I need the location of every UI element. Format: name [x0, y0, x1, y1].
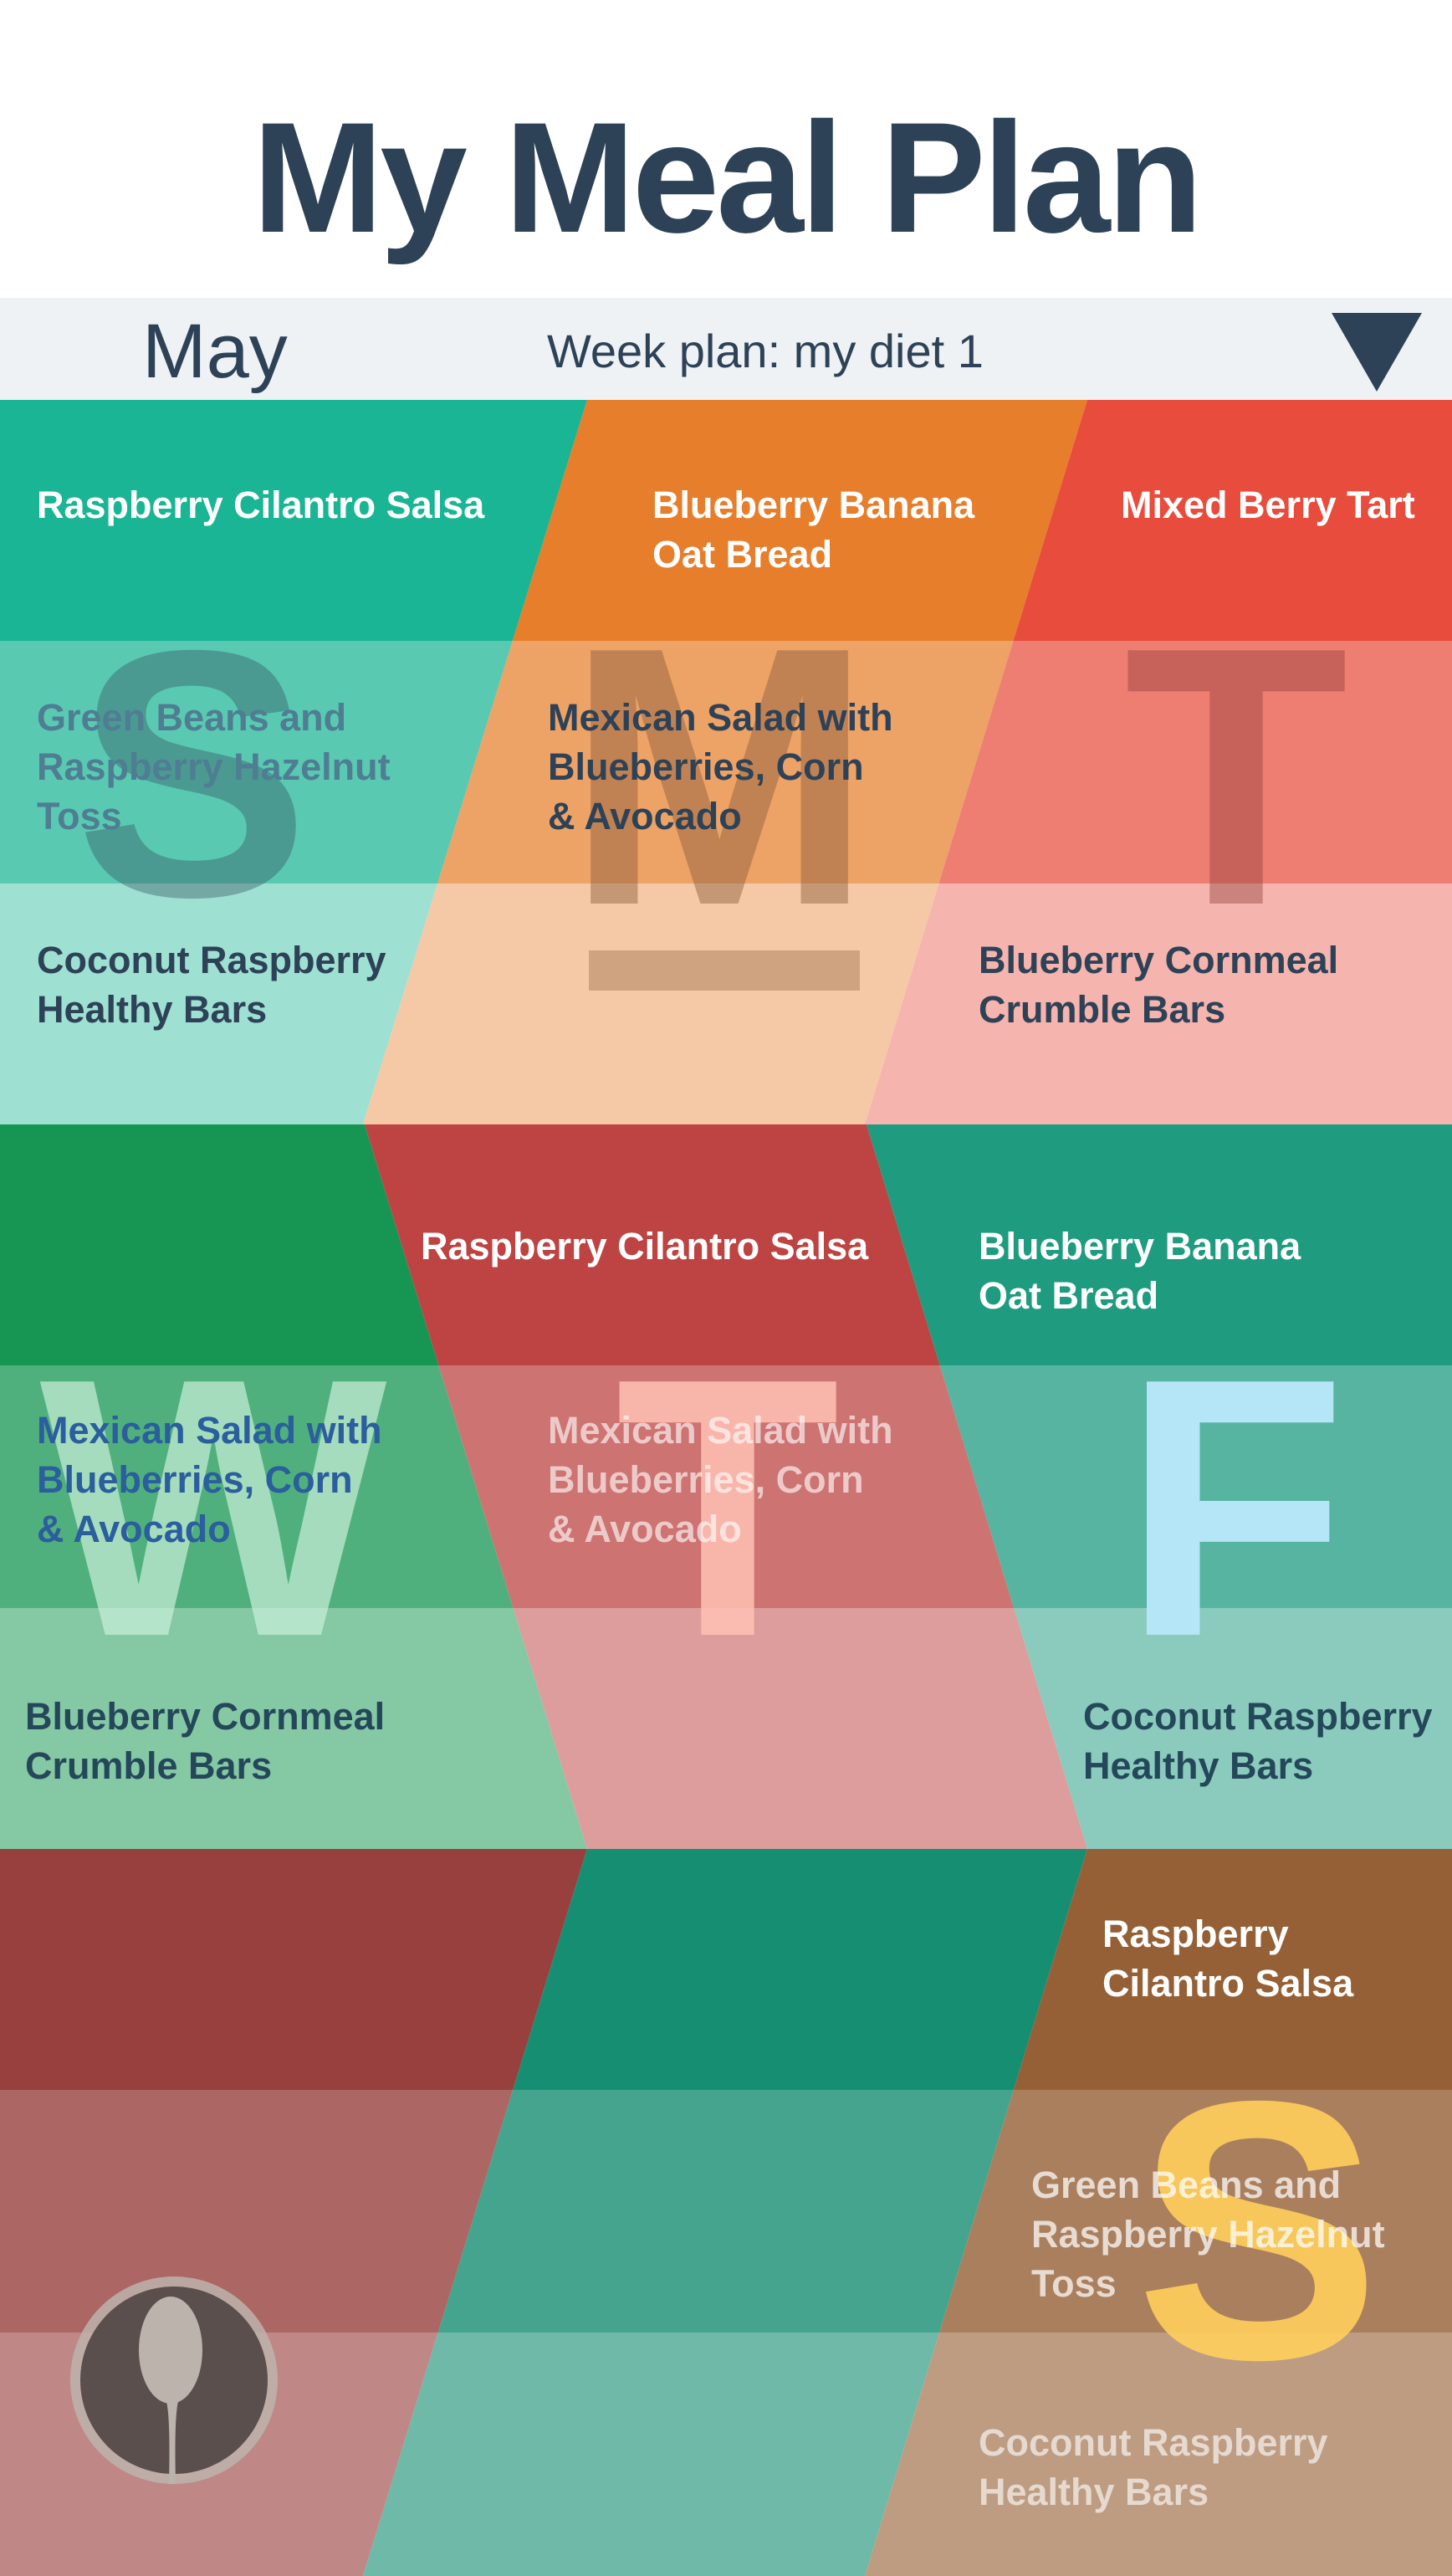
week-plan-label[interactable]: Week plan: my diet 1 [547, 325, 984, 377]
row-overlay [0, 883, 1452, 1124]
tue-meal-1[interactable]: Mixed Berry Tart [1121, 484, 1415, 526]
sun-meal-1[interactable]: Raspberry Cilantro Salsa [37, 484, 485, 526]
sat-right-block [865, 1849, 1452, 2576]
row-overlay [0, 641, 1452, 883]
sat-mid-block [363, 1849, 1087, 2576]
sun-meal-2[interactable]: Green Beans and Raspberry Hazelnut Toss [37, 696, 391, 837]
tue-meal-2[interactable]: Blueberry Cornmeal Crumble Bars [979, 939, 1339, 1031]
spoon-icon [70, 2276, 278, 2484]
day-letter: W [39, 1303, 390, 1713]
thu-block [365, 1124, 1087, 1849]
wed-meal-1[interactable]: Mexican Salad with Blueberries, Corn & A… [37, 1409, 382, 1550]
day-letter: T [616, 1303, 841, 1713]
sat-meal-1[interactable]: Raspberry Cilantro Salsa [1102, 1913, 1354, 2005]
header: My Meal Plan [0, 0, 1452, 298]
app-title: My Meal Plan [252, 90, 1204, 265]
plan-bar [0, 298, 1452, 400]
row-overlay [0, 1608, 1452, 1849]
row-overlay [0, 2090, 1452, 2333]
day-letter: M [566, 571, 873, 982]
thu-meal-2[interactable]: Mexican Salad with Blueberries, Corn & A… [548, 1409, 893, 1550]
day-letter: T [1124, 571, 1349, 982]
month-label[interactable]: May [142, 309, 288, 394]
row-overlay [0, 1365, 1452, 1608]
meal-grid: S M T W T F S [0, 400, 1452, 2576]
triangle-down-icon [1332, 313, 1422, 392]
spoon-menu-button[interactable] [67, 2273, 281, 2487]
wed-meal-2[interactable]: Blueberry Cornmeal Crumble Bars [25, 1695, 386, 1787]
today-underline [589, 950, 860, 991]
fri-meal-1[interactable]: Blueberry Banana Oat Bread [979, 1225, 1301, 1317]
thu-meal-1[interactable]: Raspberry Cilantro Salsa [421, 1225, 869, 1268]
day-letter: S [1135, 2025, 1380, 2436]
mon-meal-2[interactable]: Mexican Salad with Blueberries, Corn & A… [548, 696, 893, 837]
fri-meal-2[interactable]: Coconut Raspberry Healthy Bars [1083, 1695, 1433, 1787]
day-blocks: S M T W T F S [0, 400, 1452, 2576]
mon-meal-1[interactable]: Blueberry Banana Oat Bread [652, 484, 975, 576]
plan-dropdown-button[interactable] [1332, 313, 1422, 393]
day-letter: S [75, 578, 309, 970]
sat-meal-3[interactable]: Coconut Raspberry Healthy Bars [979, 2421, 1328, 2513]
sat-meal-2[interactable]: Green Beans and Raspberry Hazelnut Toss [1031, 2164, 1385, 2305]
day-letter: F [1122, 1303, 1347, 1713]
fri-block [867, 1124, 1452, 1849]
wed-block [0, 1124, 587, 1849]
sun-meal-3[interactable]: Coconut Raspberry Healthy Bars [37, 939, 386, 1031]
